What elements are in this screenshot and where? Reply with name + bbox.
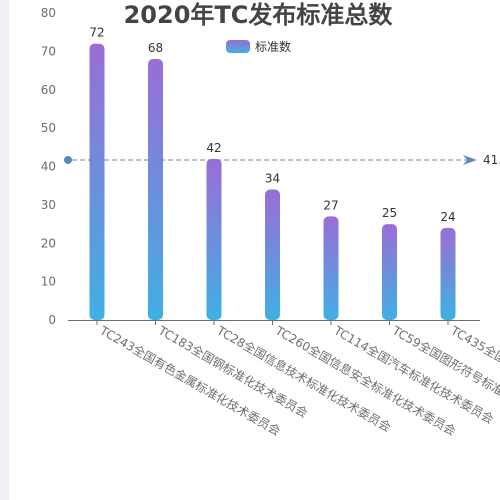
y-tick-label: 70 [41,44,56,58]
markline-arrow-icon [463,154,477,165]
y-tick-label: 40 [41,160,56,174]
legend[interactable]: 标准数 [226,39,292,54]
y-tick-label: 80 [41,6,56,20]
left-margin-strip [0,0,9,500]
legend-label: 标准数 [255,39,292,54]
bar[interactable] [206,158,222,320]
value-labels: 72 68 42 34 27 25 24 [89,26,455,224]
y-tick-label: 60 [41,83,56,97]
y-tick-label: 50 [41,121,56,135]
y-tick-label: 0 [48,313,56,327]
y-tick-label: 30 [41,198,56,212]
bar-value-label: 72 [89,26,104,40]
bar-value-label: 34 [265,172,280,186]
bars [89,43,456,321]
bar[interactable] [148,59,163,321]
bar[interactable] [89,43,105,320]
average-markline: 41. [64,153,500,167]
bar-value-label: 68 [148,41,163,55]
bar[interactable] [323,216,339,320]
y-tick-label: 20 [41,236,56,250]
markline-label: 41. [483,153,500,167]
bar-value-label: 42 [206,141,221,155]
markline-start-dot [64,155,72,164]
bar[interactable] [265,189,280,320]
bar[interactable] [382,224,397,320]
y-axis-ticks: 0 10 20 30 40 50 60 70 80 [41,6,56,327]
y-tick-label: 10 [41,275,56,289]
category-labels: TC243全国有色金属标准化技术委员会TC183全国钢标准化技术委员会TC28全… [96,320,500,439]
bar-value-label: 25 [382,206,397,220]
bar-value-label: 27 [323,198,338,212]
chart-title: 2020年TC发布标准总数 [123,1,393,29]
legend-swatch [226,39,250,53]
bar-value-label: 24 [440,210,455,224]
bar[interactable] [440,227,456,320]
